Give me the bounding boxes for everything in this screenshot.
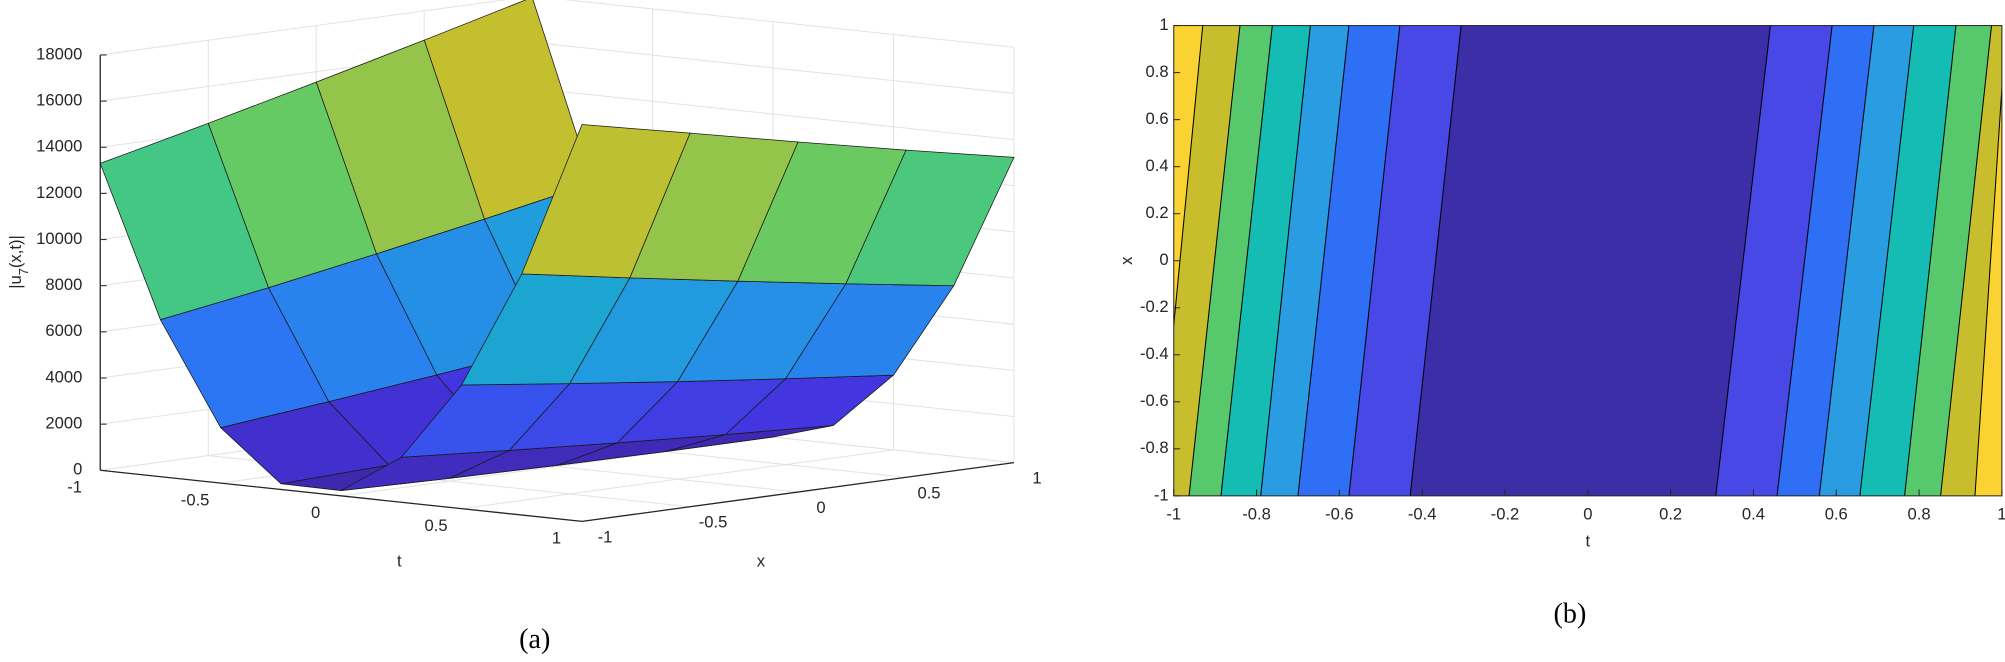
z-tick-label: 16000 — [36, 90, 82, 109]
z-tick-label: 2000 — [45, 414, 82, 433]
contour-band — [1859, 25, 1956, 496]
y-tick-label: 1 — [1159, 15, 1168, 34]
x-axis-label: x — [757, 552, 766, 571]
x-tick-label: 0.8 — [1908, 504, 1931, 523]
contour-line — [1348, 25, 1401, 496]
x-axis — [581, 462, 1015, 523]
y-tick-label: -0.2 — [1140, 297, 1169, 316]
y-axis-label: x — [1117, 256, 1136, 265]
t-tick-label: 1 — [552, 529, 561, 548]
x-tick-label: -0.4 — [1408, 504, 1437, 523]
contour-band — [1173, 25, 1241, 496]
y-tick-label: -0.8 — [1140, 438, 1169, 457]
x-tick-label: -0.8 — [1242, 504, 1271, 523]
z-tick-label: 4000 — [45, 367, 82, 386]
surface-panel: 0 2000 4000 6000 8000 10000 12000 14000 16000 180… — [7, 0, 1042, 655]
contour-line — [1409, 25, 1462, 496]
x-tick-label: 0 — [1583, 504, 1592, 523]
surface-cell — [521, 124, 691, 279]
contour-band — [1777, 25, 1874, 496]
contour-line — [1859, 25, 1915, 496]
t-tick-label: 0 — [311, 503, 320, 522]
x-tick-label: -0.6 — [1325, 504, 1354, 523]
x-tick-label: -1 — [598, 527, 613, 546]
z-tick-label: 18000 — [36, 44, 82, 63]
t-axis-label: t — [397, 552, 402, 571]
contour-band — [1189, 25, 1273, 496]
z-axis-label-part: 7 — [16, 268, 31, 275]
contour-line — [1818, 25, 1875, 496]
x-tick-label: 0.2 — [1659, 504, 1682, 523]
z-tick-label: 12000 — [36, 183, 82, 202]
y-tick-label: -0.4 — [1140, 344, 1169, 363]
contour-line — [1188, 25, 1241, 496]
contour-band — [1940, 25, 2002, 496]
contour-band — [1819, 25, 1914, 496]
t-tick-label: -1 — [67, 478, 82, 497]
y-tick-label: -1 — [1154, 485, 1169, 504]
x-tick-label: 1 — [1997, 504, 2005, 523]
t-axis — [100, 469, 583, 523]
y-tick-label: 0.6 — [1146, 109, 1169, 128]
contour-panel: -1 -0.8 -0.6 -0.4 -0.2 0 0.2 0.4 0.6 0.8 1 -1 -0.8 -0… — [1117, 15, 2005, 629]
contour-band — [1410, 25, 1771, 496]
contour-bands — [1173, 25, 2002, 496]
x-tick-label: 1 — [1032, 469, 1041, 488]
x-tick-label: 0.5 — [917, 483, 940, 502]
z-tick-label: 0 — [73, 460, 82, 479]
contour-line — [1974, 80, 2002, 496]
contour-band — [1348, 25, 1462, 496]
contour-band — [1297, 25, 1400, 496]
contour-line — [1297, 25, 1350, 496]
x-tick-label: -0.2 — [1491, 504, 1520, 523]
z-grid-line — [100, 0, 1015, 56]
contour-line — [1260, 25, 1311, 496]
contour-band — [1260, 25, 1349, 496]
caption: (a) — [519, 624, 550, 655]
z-axis-label-part: (x,t)| — [7, 235, 26, 268]
contour-line — [1220, 25, 1273, 496]
x-tick-label: -1 — [1166, 504, 1181, 523]
x-tick-label: 0.4 — [1742, 504, 1765, 523]
z-tick-label: 6000 — [45, 321, 82, 340]
t-tick-label: -0.5 — [181, 490, 210, 509]
contour-line — [1715, 25, 1771, 496]
x-tick-label: 0 — [816, 498, 825, 517]
contour-band — [1220, 25, 1311, 496]
contour-line — [1904, 25, 1957, 496]
contour-line — [1940, 25, 1993, 496]
y-tick-label: 0.4 — [1146, 156, 1169, 175]
x-axis-label: t — [1586, 531, 1591, 550]
y-tick-label: 0.2 — [1146, 203, 1169, 222]
z-tick-label: 8000 — [45, 275, 82, 294]
y-tick-label: 0.8 — [1146, 62, 1169, 81]
y-tick-label: -0.6 — [1140, 391, 1169, 410]
z-tick-label: 10000 — [36, 229, 82, 248]
x-tick-label: -0.5 — [699, 513, 728, 532]
caption: (b) — [1554, 598, 1587, 629]
z-tick-label: 14000 — [36, 137, 82, 156]
t-tick-label: 0.5 — [424, 516, 447, 535]
z-axis-label-part: |u — [7, 275, 26, 289]
contour-band — [1904, 25, 1992, 496]
contour-line — [1776, 25, 1833, 496]
y-tick-label: 0 — [1159, 250, 1168, 269]
x-tick-label: 0.6 — [1825, 504, 1848, 523]
z-axis-label: |u7(x,t)| — [7, 235, 31, 289]
contour-band — [1715, 25, 1833, 496]
